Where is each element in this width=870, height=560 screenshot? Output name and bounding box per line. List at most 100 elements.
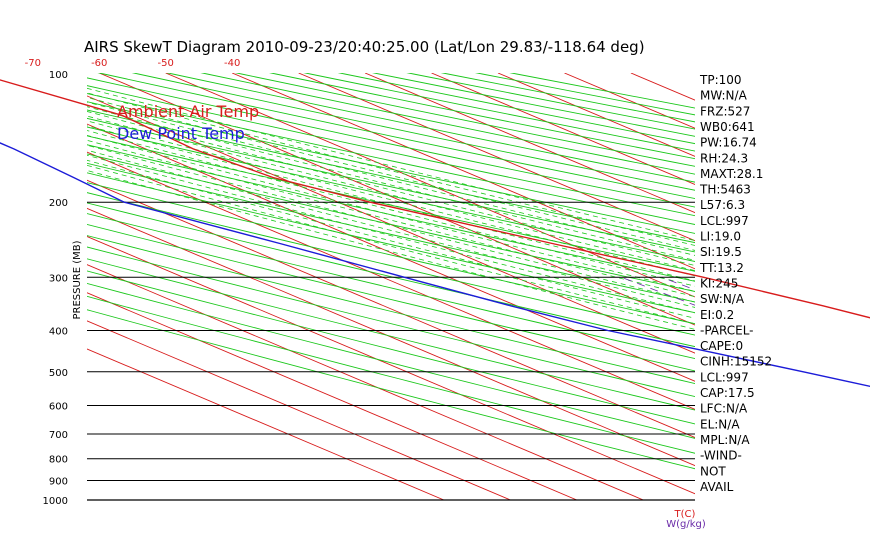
index-label: EI:0.2: [700, 308, 734, 322]
moist-adiabat-line: [87, 115, 695, 272]
dry-adiabat-line: [87, 309, 695, 470]
top-temp-tick-label: -50: [158, 58, 174, 69]
dry-adiabat-line: [87, 135, 695, 272]
mixing-ratio-axis: 0.10.20.511.52346810121520253040W(g/kg): [666, 519, 706, 530]
dry-adiabat-line: [87, 172, 695, 314]
isobar-lines: [87, 201, 695, 501]
index-label: CINH:15152: [700, 355, 772, 369]
mixing-ratio-line: [816, 277, 870, 509]
x-axis-label: T(C): [674, 509, 696, 520]
mixing-ratio-line: [766, 277, 870, 509]
dry-adiabat-line: [87, 258, 695, 411]
isotherm-line: [87, 292, 577, 500]
dry-adiabat-line: [87, 117, 695, 253]
pressure-tick-label: 900: [49, 477, 68, 488]
pressure-tick-label: 600: [49, 401, 68, 412]
dry-adiabat-line: [87, 126, 695, 262]
index-label: -PARCEL-: [700, 323, 754, 337]
legend: Ambient Air Temp Dew Point Temp: [117, 102, 259, 143]
top-temp-tick-label: -40: [224, 58, 240, 69]
dry-adiabat-line: [87, 192, 695, 336]
legend-entry: Ambient Air Temp: [117, 102, 259, 121]
isotherm-line: [87, 264, 644, 500]
index-label: LCL:997: [700, 214, 749, 228]
dry-adiabat-line: [87, 202, 695, 348]
pressure-tick-label: 500: [49, 368, 68, 379]
index-label: MPL:N/A: [700, 433, 750, 447]
sounding-profiles: [0, 79, 870, 388]
dry-adiabat-line: [87, 109, 695, 244]
index-label: AVAIL: [700, 480, 734, 494]
mixing-ratio-line: [847, 277, 870, 509]
isotherm-line: [231, 73, 695, 270]
mixing-ratio-unit-label: W(g/kg): [666, 519, 706, 530]
index-label: SW:N/A: [700, 292, 745, 306]
pressure-tick-label: 300: [49, 273, 68, 284]
index-label: RH:24.3: [700, 151, 748, 165]
index-label: NOT: [700, 464, 726, 478]
temperature-profile-line: [0, 79, 870, 319]
index-label: TT:13.2: [699, 261, 744, 275]
pressure-tick-label: 100: [49, 70, 68, 81]
dry-adiabat-line: [87, 101, 695, 234]
isotherm-line: [830, 73, 870, 500]
index-label: L57:6.3: [700, 198, 745, 212]
moist-adiabat-line: [87, 106, 695, 261]
index-label: MAXT:28.1: [700, 167, 763, 181]
dry-adiabat-line: [87, 153, 695, 292]
top-temp-tick-label: -60: [91, 58, 107, 69]
pressure-axis: 100 200 300 400 500 600 700 800 900 1000: [43, 70, 68, 507]
moist-adiabat-line: [87, 120, 695, 277]
pressure-tick-label: 1000: [43, 496, 68, 507]
dry-adiabat-line: [87, 144, 695, 282]
index-label: LFC:N/A: [700, 402, 748, 416]
isotherm-line: [87, 151, 695, 410]
mixing-ratio-line: [795, 277, 870, 509]
pressure-tick-label: 200: [49, 198, 68, 209]
y-axis-label: PRESSURE (MB): [72, 240, 83, 319]
isotherm-line: [87, 320, 511, 500]
background-lines: [87, 73, 870, 509]
top-temp-tick-label: -70: [25, 58, 41, 69]
legend-entry: Dew Point Temp: [117, 124, 245, 143]
dry-adiabat-line: [87, 223, 695, 372]
moist-adiabat-line: [87, 110, 695, 266]
dewpoint-profile-line: [0, 142, 870, 388]
index-label: EL:N/A: [700, 417, 740, 431]
index-label: TP:100: [699, 73, 742, 87]
index-label: CAPE:0: [700, 339, 743, 353]
index-label: WB0:641: [700, 120, 755, 134]
dry-adiabat-line: [87, 213, 695, 360]
index-label: KI:245: [700, 276, 738, 290]
dry-adiabat-line: [87, 295, 695, 454]
index-label: LI:19.0: [700, 230, 741, 244]
moist-adiabat-line: [87, 87, 695, 241]
moist-adiabat-line: [87, 159, 695, 319]
dry-adiabat-line: [87, 182, 695, 325]
moist-adiabat-line: [87, 130, 695, 287]
pressure-tick-label: 400: [49, 326, 68, 337]
moist-adiabat-line: [87, 139, 695, 298]
index-label: MW:N/A: [700, 89, 748, 103]
index-label: CAP:17.5: [700, 386, 755, 400]
pressure-tick-label: 700: [49, 430, 68, 441]
bottom-temp-axis: -50-40-30-20-100102030T(C): [674, 509, 696, 520]
isotherm-line: [431, 73, 695, 185]
moist-adiabat-line: [87, 149, 695, 308]
index-label: -WIND-: [700, 449, 742, 463]
index-label: FRZ:527: [700, 104, 750, 118]
isotherm-line: [497, 73, 695, 157]
index-label: LCL:997: [700, 370, 749, 384]
isotherm-line: [87, 123, 695, 382]
chart-title: AIRS SkewT Diagram 2010-09-23/20:40:25.0…: [84, 38, 645, 56]
isotherm-line: [87, 207, 695, 467]
isotherm-line: [764, 73, 870, 500]
dry-adiabat-line: [87, 270, 695, 425]
isotherm-line: [87, 236, 695, 495]
moist-adiabat-line: [87, 97, 695, 251]
dry-adiabat-line: [87, 162, 695, 303]
index-label: TH:5463: [699, 183, 751, 197]
isotherm-line: [87, 348, 445, 500]
